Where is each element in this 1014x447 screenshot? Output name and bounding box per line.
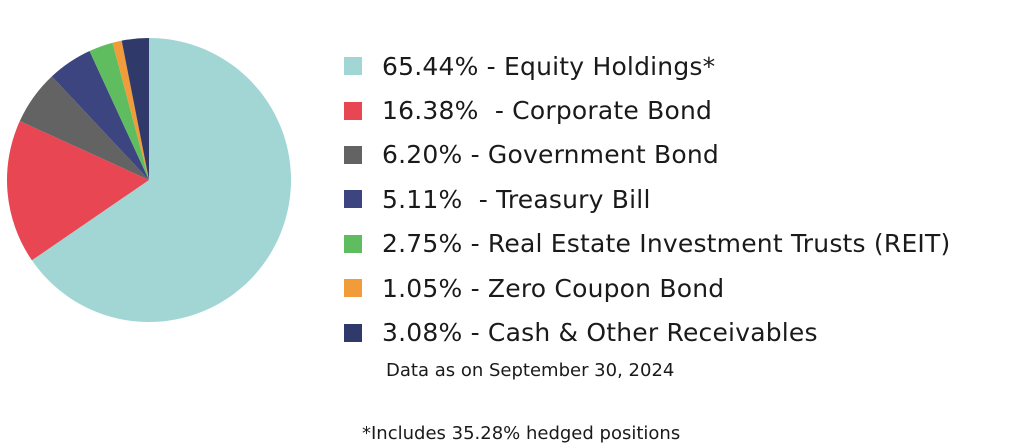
pie-slice-0 [31,38,291,322]
legend-swatch [344,323,362,342]
legend-item-cash-receivables: 3.08% - Cash & Other Receivables [344,310,950,354]
legend-label: 5.11% - Treasury Bill [382,184,651,214]
legend-swatch [344,101,362,120]
pie-slice-1 [6,121,150,261]
legend-swatch [344,57,362,76]
pie-slice-4 [89,42,149,180]
allocation-pie-chart [6,38,291,322]
data-date-note: Data as on September 30, 2024 [386,360,675,381]
legend-swatch [344,234,362,253]
legend-item-government-bond: 6.20% - Government Bond [344,133,950,177]
legend-item-reit: 2.75% - Real Estate Investment Trusts (R… [344,222,950,266]
legend-swatch [344,145,362,164]
legend-label: 6.20% - Government Bond [382,140,719,170]
legend-swatch [344,279,362,298]
legend-label: 3.08% - Cash & Other Receivables [382,318,818,348]
legend-item-zero-coupon-bond: 1.05% - Zero Coupon Bond [344,266,950,310]
hedged-positions-footnote: *Includes 35.28% hedged positions [362,423,681,444]
pie-slice-5 [112,40,149,181]
pie-slice-6 [121,38,149,180]
legend-swatch [344,190,362,209]
legend-item-treasury-bill: 5.11% - Treasury Bill [344,177,950,221]
pie-slice-2 [19,76,150,180]
pie-slice-3 [51,51,150,181]
legend-label: 2.75% - Real Estate Investment Trusts (R… [382,229,951,259]
legend-item-equity-holdings: 65.44% - Equity Holdings* [344,44,950,88]
legend-label: 1.05% - Zero Coupon Bond [382,273,725,303]
legend-label: 16.38% - Corporate Bond [382,96,713,126]
legend: 65.44% - Equity Holdings* 16.38% - Corpo… [344,44,950,355]
legend-label: 65.44% - Equity Holdings* [382,51,716,81]
legend-item-corporate-bond: 16.38% - Corporate Bond [344,88,950,132]
